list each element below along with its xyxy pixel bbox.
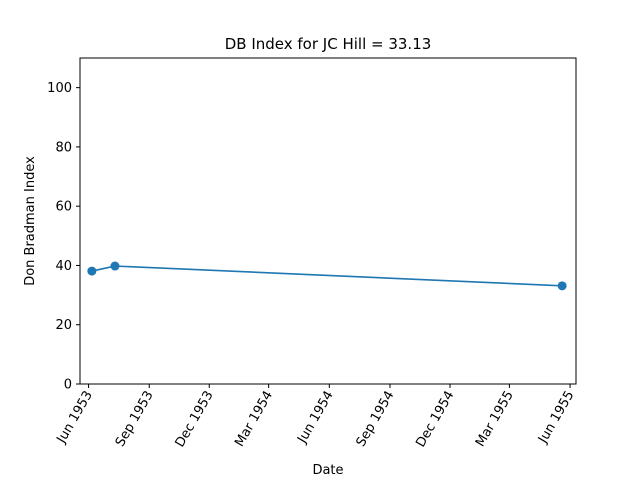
plot-frame	[79, 57, 577, 385]
y-tick-label: 80	[55, 140, 72, 155]
series	[87, 261, 567, 291]
x-tick-label: Jun 1955	[535, 389, 577, 447]
y-axis-label: Don Bradman Index	[23, 156, 38, 286]
x-tick-label: Sep 1954	[354, 389, 398, 450]
x-axis: Jun 1953 Sep 1953 Dec 1953 Mar 1954 Jun 1954…	[54, 384, 578, 450]
x-tick-label: Mar 1955	[473, 389, 517, 450]
y-tick-label: 60	[55, 200, 72, 215]
y-tick-label: 40	[55, 259, 72, 274]
x-tick-label: Dec 1954	[413, 388, 457, 450]
x-tick-label: Dec 1953	[173, 389, 217, 451]
x-tick-label: Mar 1954	[232, 389, 276, 450]
x-tick-label: Sep 1953	[113, 389, 157, 450]
x-tick-label: Jun 1953	[54, 389, 96, 447]
series-line	[91, 265, 563, 287]
data-point	[87, 266, 97, 276]
data-point	[557, 281, 567, 291]
y-axis: 0 20 40 60 80 100	[47, 81, 80, 393]
y-tick-label: 20	[55, 318, 72, 333]
y-tick-label: 100	[47, 81, 72, 96]
chart-title: DB Index for JC Hill = 33.13	[225, 35, 432, 53]
x-axis-label: Date	[312, 463, 343, 478]
y-tick-label: 0	[64, 378, 72, 393]
x-tick-label: Jun 1954	[295, 389, 337, 447]
data-point	[110, 261, 120, 271]
